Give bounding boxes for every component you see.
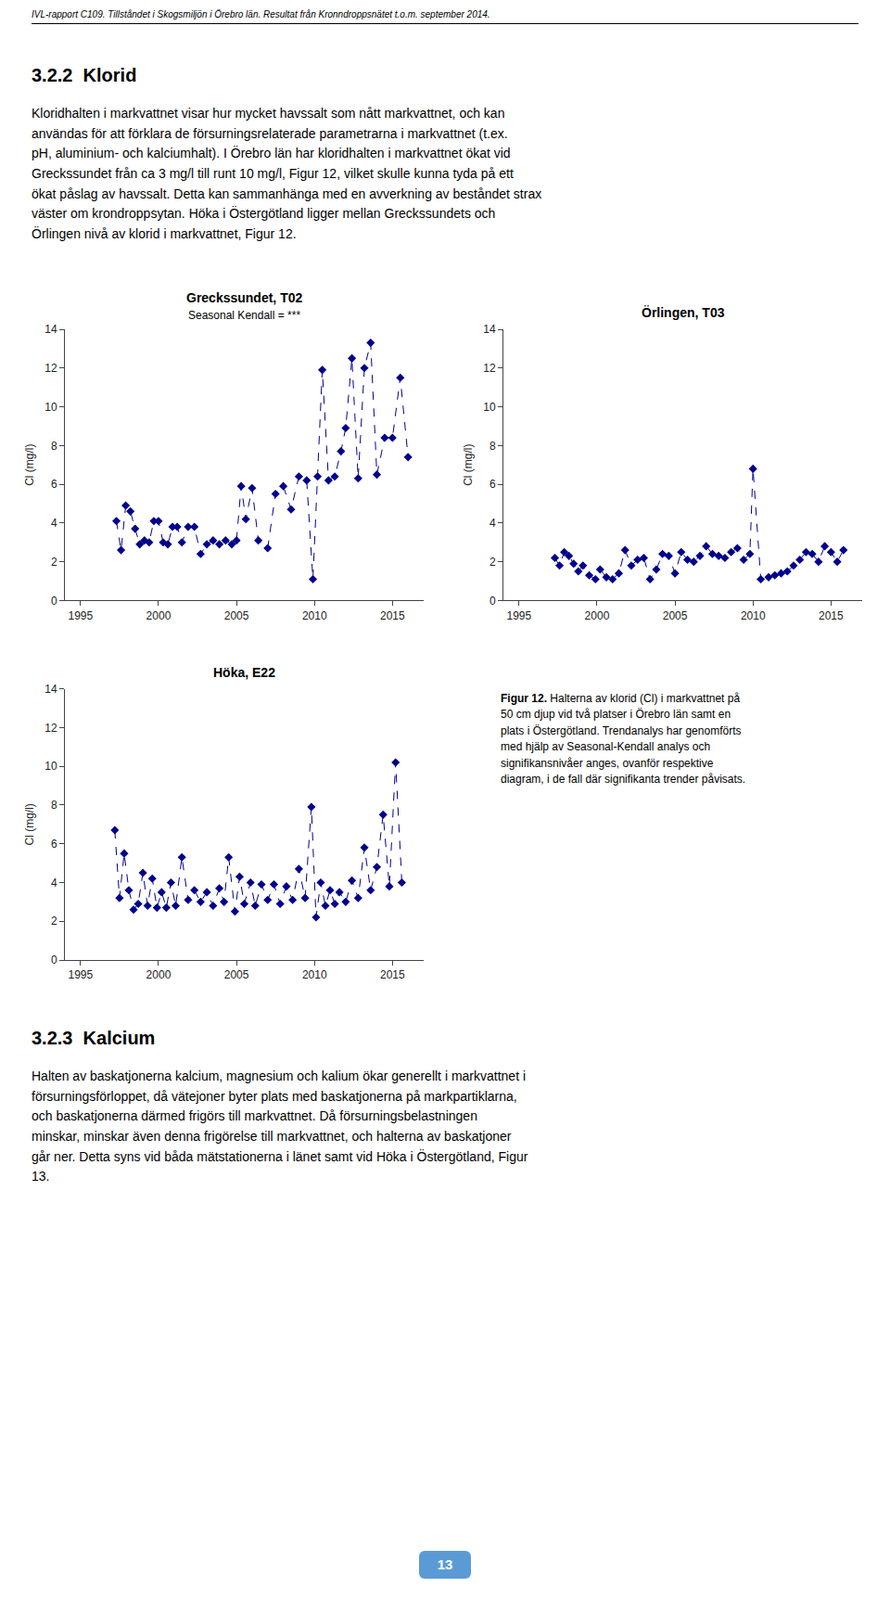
svg-text:8: 8	[489, 439, 496, 453]
svg-text:2: 2	[489, 555, 496, 569]
html-text:Kloridhalten i markvattnet vis: Kloridhalten i markvattnet visar hur myc…	[31, 105, 542, 242]
svg-text:0: 0	[50, 953, 58, 967]
svg-text:14: 14	[483, 322, 496, 336]
html-text:Halten av baskatjonerna kalciu: Halten av baskatjonerna kalcium, magnesi…	[31, 1068, 528, 1184]
svg-text:Seasonal Kendall = ***: Seasonal Kendall = ***	[188, 308, 301, 322]
svg-text:10: 10	[44, 400, 58, 414]
svg-text:8: 8	[50, 439, 58, 453]
svg-text:2005: 2005	[224, 609, 250, 623]
svg-text:Greckssundet, T02: Greckssundet, T02	[186, 290, 303, 306]
svg-text:0: 0	[489, 594, 496, 608]
svg-text:Cl (mg/l): Cl (mg/l)	[461, 444, 475, 486]
html-text:13: 13	[437, 1555, 453, 1572]
svg-text:12: 12	[44, 361, 58, 375]
svg-text:10: 10	[483, 400, 496, 414]
svg-text:2: 2	[50, 914, 58, 928]
svg-text:1995: 1995	[506, 609, 532, 623]
svg-text:10: 10	[44, 759, 58, 773]
svg-text:1995: 1995	[67, 967, 93, 981]
svg-text:2010: 2010	[302, 967, 328, 981]
html-text:Figur 12. Halterna av klorid (: Figur 12. Halterna av klorid (Cl) i mark…	[500, 691, 746, 786]
svg-text:6: 6	[50, 837, 58, 851]
svg-text:4: 4	[489, 516, 496, 530]
svg-text:14: 14	[44, 682, 58, 696]
svg-text:2000: 2000	[584, 609, 611, 623]
html-text:3.2.2 Klorid: 3.2.2 Klorid	[31, 64, 137, 86]
html-text:3.2.3 Kalcium: 3.2.3 Kalcium	[31, 1027, 156, 1048]
svg-text:2: 2	[50, 555, 58, 569]
html-text:IVL-rapport C109. Tillståndet: IVL-rapport C109. Tillståndet i Skogsmil…	[31, 9, 491, 20]
svg-text:2000: 2000	[146, 967, 172, 981]
svg-text:Höka, E22: Höka, E22	[213, 664, 276, 680]
svg-text:14: 14	[44, 322, 58, 336]
svg-text:0: 0	[50, 594, 58, 608]
svg-text:12: 12	[483, 361, 496, 375]
svg-text:2015: 2015	[380, 967, 406, 981]
svg-text:2015: 2015	[818, 609, 844, 623]
svg-text:Cl (mg/l): Cl (mg/l)	[23, 802, 37, 845]
svg-text:2010: 2010	[302, 609, 328, 623]
svg-text:4: 4	[50, 876, 58, 890]
svg-text:Örlingen, T03: Örlingen, T03	[641, 305, 725, 320]
svg-text:2015: 2015	[380, 609, 406, 623]
svg-text:2005: 2005	[224, 967, 250, 981]
svg-text:2010: 2010	[740, 609, 766, 623]
svg-text:6: 6	[50, 477, 58, 491]
svg-text:6: 6	[489, 477, 496, 491]
svg-text:4: 4	[50, 516, 58, 530]
svg-text:Cl (mg/l): Cl (mg/l)	[23, 444, 37, 486]
svg-text:1995: 1995	[67, 609, 93, 623]
svg-text:12: 12	[44, 721, 58, 735]
svg-text:2000: 2000	[146, 609, 172, 623]
svg-text:2005: 2005	[662, 609, 688, 623]
svg-text:8: 8	[50, 798, 58, 812]
